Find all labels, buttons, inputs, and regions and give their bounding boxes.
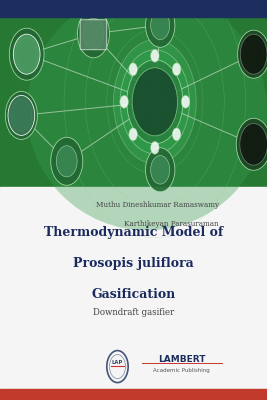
Circle shape xyxy=(15,37,38,71)
Bar xyxy=(0,42,267,46)
Bar xyxy=(0,89,267,93)
Bar xyxy=(0,182,267,187)
Bar xyxy=(0,153,267,157)
Bar xyxy=(0,144,267,148)
Bar xyxy=(0,93,267,98)
Circle shape xyxy=(151,141,159,154)
Circle shape xyxy=(243,38,264,70)
Bar xyxy=(0,85,267,89)
Circle shape xyxy=(181,95,190,108)
Circle shape xyxy=(129,63,138,76)
Text: Academic Publishing: Academic Publishing xyxy=(153,368,210,373)
FancyBboxPatch shape xyxy=(80,20,107,50)
Bar xyxy=(0,157,267,161)
Circle shape xyxy=(113,40,196,164)
Bar xyxy=(0,34,267,38)
Bar xyxy=(0,64,267,68)
Circle shape xyxy=(77,10,109,58)
Circle shape xyxy=(236,118,267,170)
Circle shape xyxy=(146,3,175,47)
Circle shape xyxy=(238,30,267,78)
Bar xyxy=(0,132,267,136)
Circle shape xyxy=(172,63,181,76)
Circle shape xyxy=(120,95,128,108)
Bar xyxy=(0,114,267,119)
Text: Thermodynamic Model of: Thermodynamic Model of xyxy=(44,226,223,239)
Bar xyxy=(0,187,267,389)
Bar xyxy=(0,55,267,59)
Bar xyxy=(0,106,267,110)
Bar xyxy=(0,148,267,153)
Circle shape xyxy=(240,34,267,74)
Ellipse shape xyxy=(27,0,267,230)
Bar xyxy=(0,110,267,114)
Bar xyxy=(0,102,267,106)
Circle shape xyxy=(129,128,138,141)
Bar xyxy=(0,17,267,187)
Bar xyxy=(0,136,267,140)
Bar xyxy=(0,17,267,21)
Text: Karthikeyan Parasuraman: Karthikeyan Parasuraman xyxy=(124,220,219,228)
Bar xyxy=(0,0,267,17)
Circle shape xyxy=(127,60,183,144)
Circle shape xyxy=(13,34,40,74)
Circle shape xyxy=(51,137,83,185)
Circle shape xyxy=(242,128,265,161)
Bar xyxy=(0,140,267,144)
Text: LAMBERT: LAMBERT xyxy=(158,355,205,364)
Bar xyxy=(0,123,267,127)
Bar xyxy=(0,127,267,132)
Text: Prosopis juliflora: Prosopis juliflora xyxy=(73,257,194,270)
Circle shape xyxy=(8,95,35,135)
Bar xyxy=(0,76,267,80)
Circle shape xyxy=(120,50,190,154)
Bar xyxy=(0,72,267,76)
Bar xyxy=(0,68,267,72)
Bar xyxy=(0,389,267,400)
Circle shape xyxy=(151,156,170,184)
Text: LAP: LAP xyxy=(112,360,123,365)
Text: Downdraft gasifier: Downdraft gasifier xyxy=(93,308,174,316)
Circle shape xyxy=(151,11,170,40)
Bar xyxy=(0,51,267,55)
Bar xyxy=(0,46,267,51)
Circle shape xyxy=(132,68,178,136)
Bar xyxy=(0,30,267,34)
Circle shape xyxy=(11,100,32,131)
Bar xyxy=(0,80,267,85)
Bar xyxy=(0,170,267,174)
Bar xyxy=(0,166,267,170)
Bar xyxy=(0,178,267,182)
Circle shape xyxy=(146,148,175,192)
Bar xyxy=(0,98,267,102)
Text: Muthu Dineshkumar Ramaswamy: Muthu Dineshkumar Ramaswamy xyxy=(96,201,219,209)
Bar xyxy=(0,174,267,178)
Circle shape xyxy=(172,128,181,141)
Circle shape xyxy=(5,91,37,139)
Bar xyxy=(0,38,267,42)
Bar xyxy=(0,59,267,64)
Circle shape xyxy=(9,28,44,80)
Bar xyxy=(0,119,267,123)
Bar xyxy=(0,25,267,30)
Circle shape xyxy=(56,146,77,177)
Bar xyxy=(0,21,267,25)
Text: Gasification: Gasification xyxy=(91,288,176,301)
Circle shape xyxy=(151,49,159,62)
Circle shape xyxy=(240,124,267,165)
Bar xyxy=(0,161,267,166)
Circle shape xyxy=(83,18,104,50)
